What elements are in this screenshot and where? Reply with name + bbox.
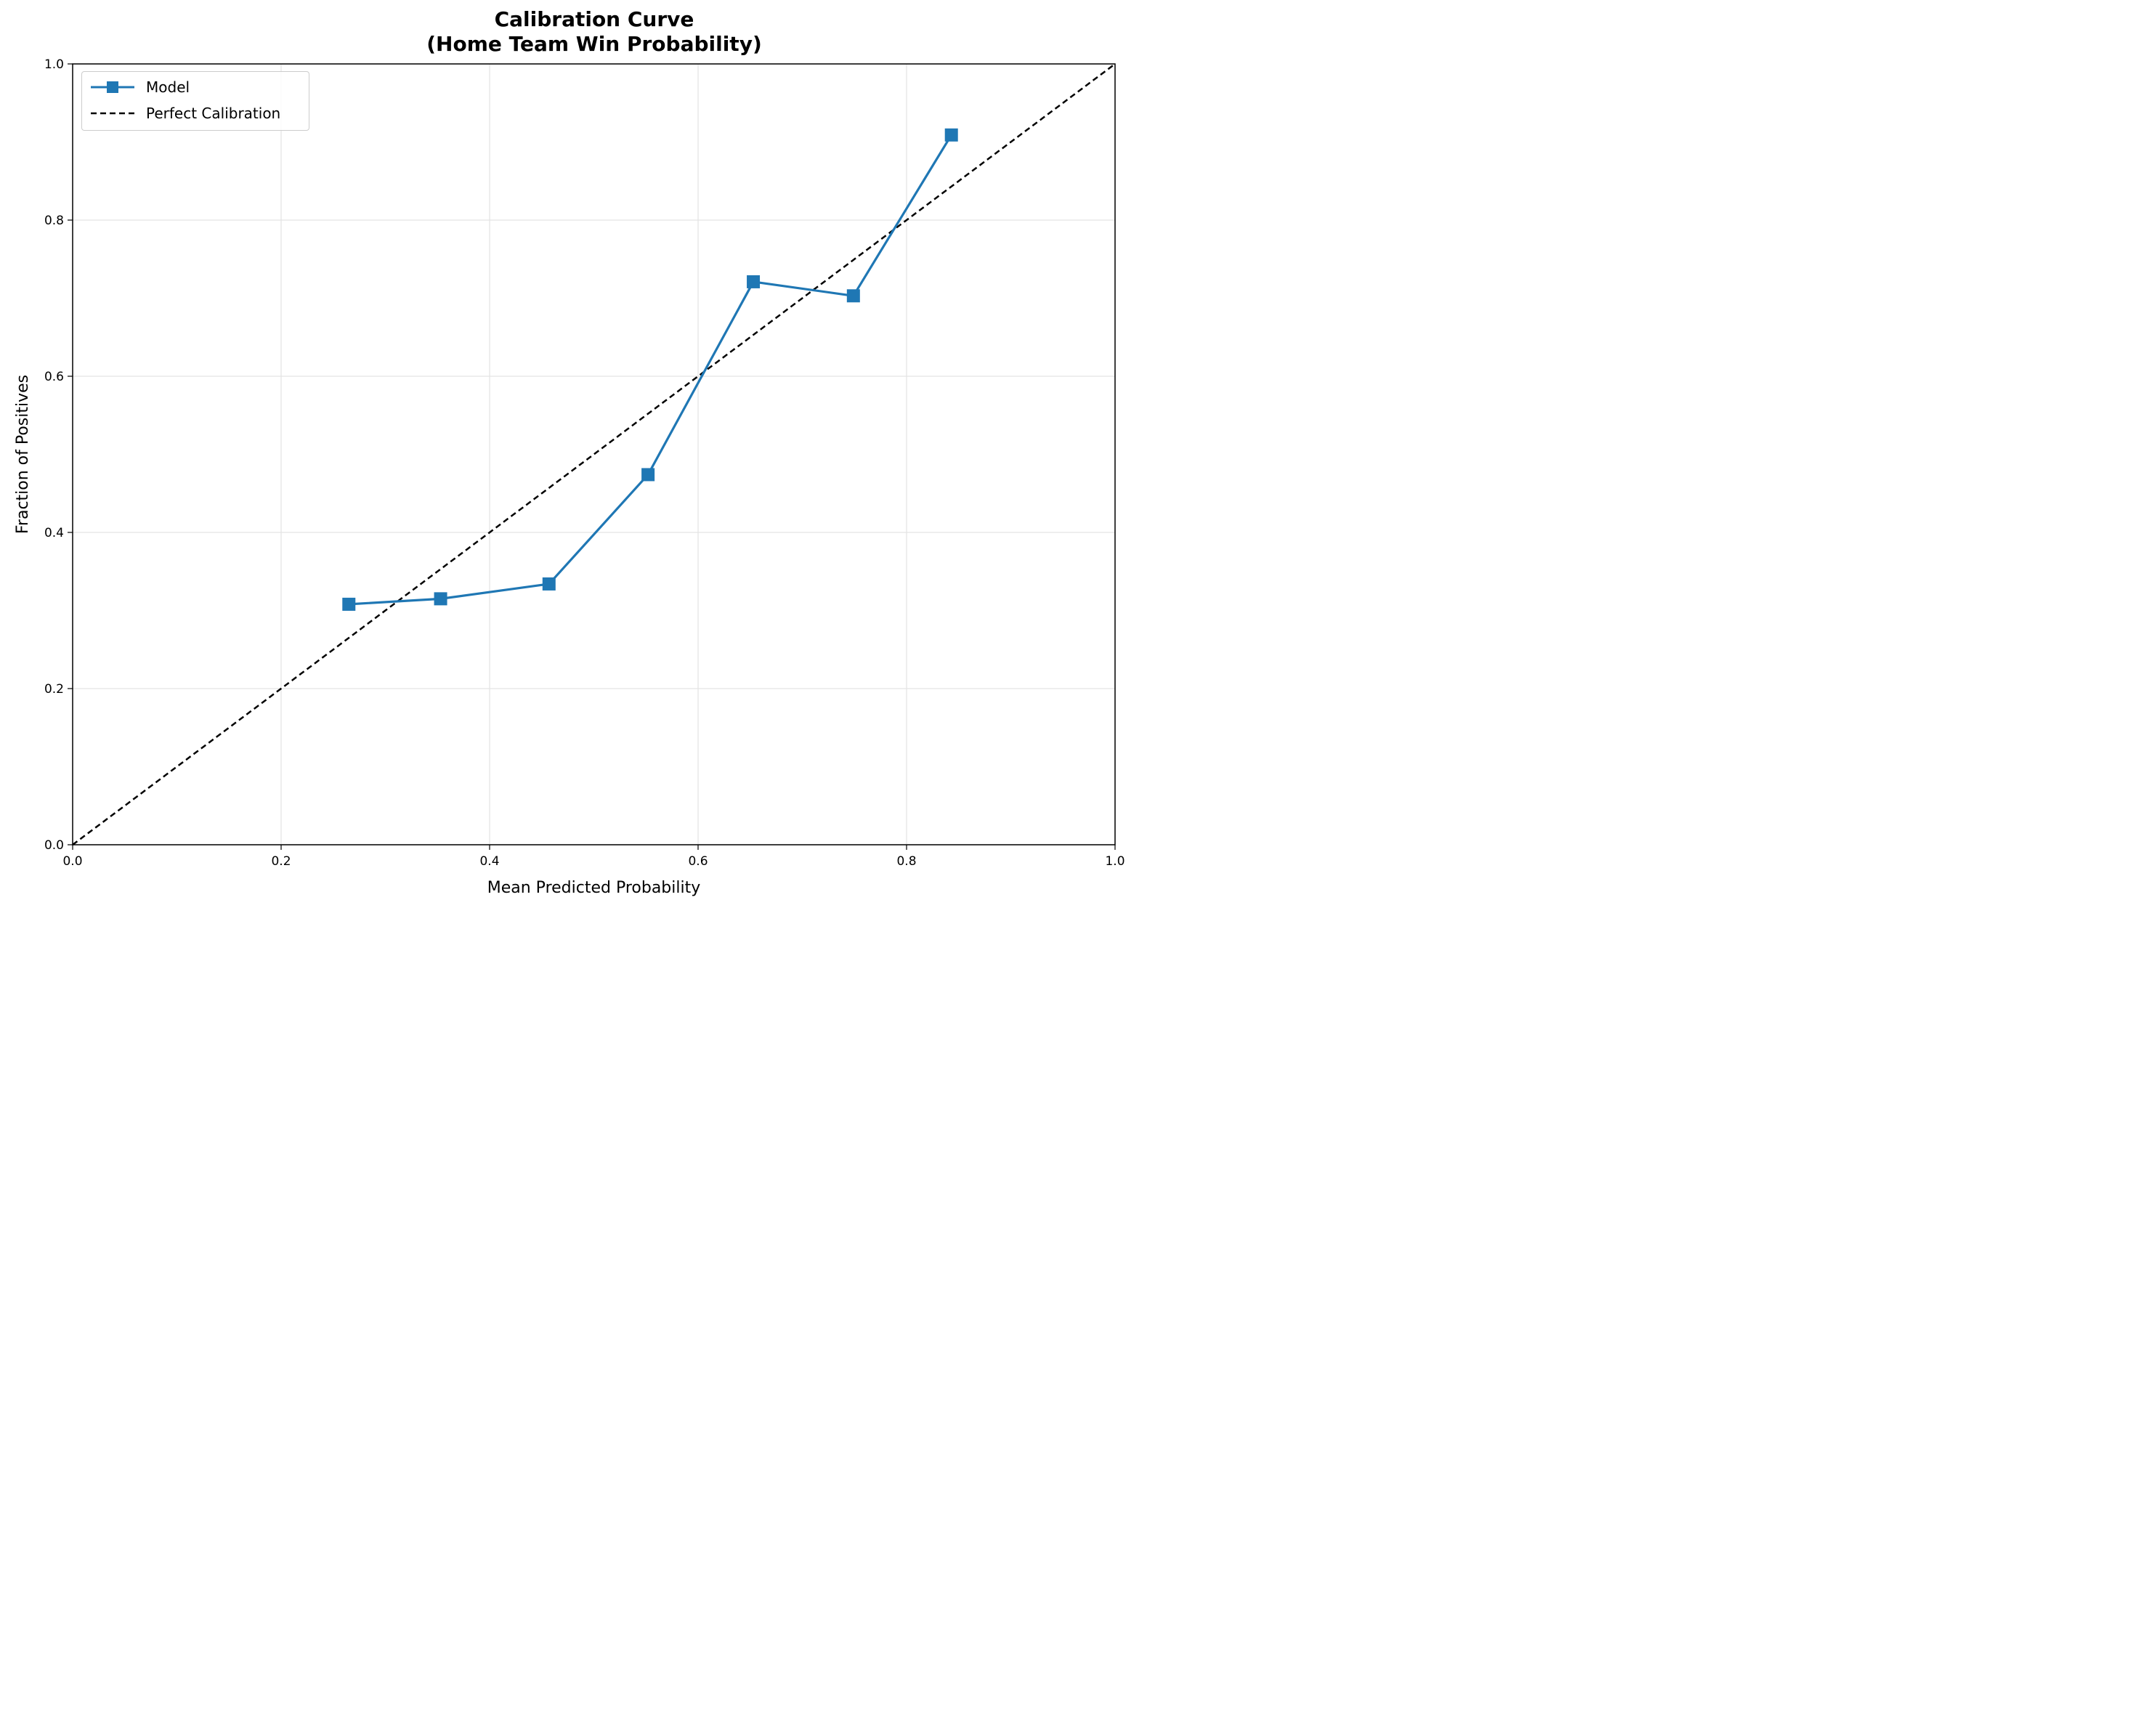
model-point-marker [641,468,655,482]
model-point-marker [747,275,761,288]
model-point-marker [342,597,356,611]
y-tick-label: 0.8 [44,214,64,228]
model-point-marker [944,128,958,142]
legend-label-model: Model [146,78,190,96]
perfect-calibration-line [72,62,1116,846]
model-series [342,128,958,611]
y-tick-label: 0.4 [44,526,64,540]
chart-title-main: Calibration Curve [494,7,694,31]
x-tick-label: 0.6 [688,854,708,869]
x-tick-label: 0.4 [479,854,499,869]
legend-label-perfect: Perfect Calibration [146,105,281,122]
model-line [349,134,953,606]
y-tick-label: 0.2 [44,682,64,697]
chart-title: Calibration Curve (Home Team Win Probabi… [0,7,1188,57]
y-tick-label: 1.0 [44,57,64,72]
calibration-chart: 0.0 0.2 0.4 0.6 0.8 1.0 0.0 0.2 0.4 0.6 0.8 1.0 Mea… [14,57,1125,897]
x-tick-label: 1.0 [1105,854,1124,869]
legend-swatch-model [91,81,134,93]
legend-swatch-perfect [91,112,134,115]
y-tick-label: 0.6 [44,370,64,384]
x-axis-label: Mean Predicted Probability [487,879,701,897]
x-tick-label: 0.2 [271,854,291,869]
y-axis-label: Fraction of Positives [14,375,32,534]
model-point-marker [846,289,860,303]
legend-item-perfect: Perfect Calibration [89,102,280,124]
x-tick-label: 0.0 [62,854,82,869]
y-tick-label: 0.0 [44,838,64,853]
perfect-calibration-path [72,62,1116,846]
axis-ticks: 0.0 0.2 0.4 0.6 0.8 1.0 0.0 0.2 0.4 0.6 0.8 1.0 [44,57,1125,869]
model-point-marker [542,577,556,591]
legend: Model Perfect Calibration [81,71,309,131]
chart-subtitle: (Home Team Win Probability) [426,32,762,56]
x-tick-label: 0.8 [896,854,916,869]
model-point-marker [434,592,447,606]
axes-frame [72,63,1116,845]
legend-item-model: Model [89,76,190,98]
